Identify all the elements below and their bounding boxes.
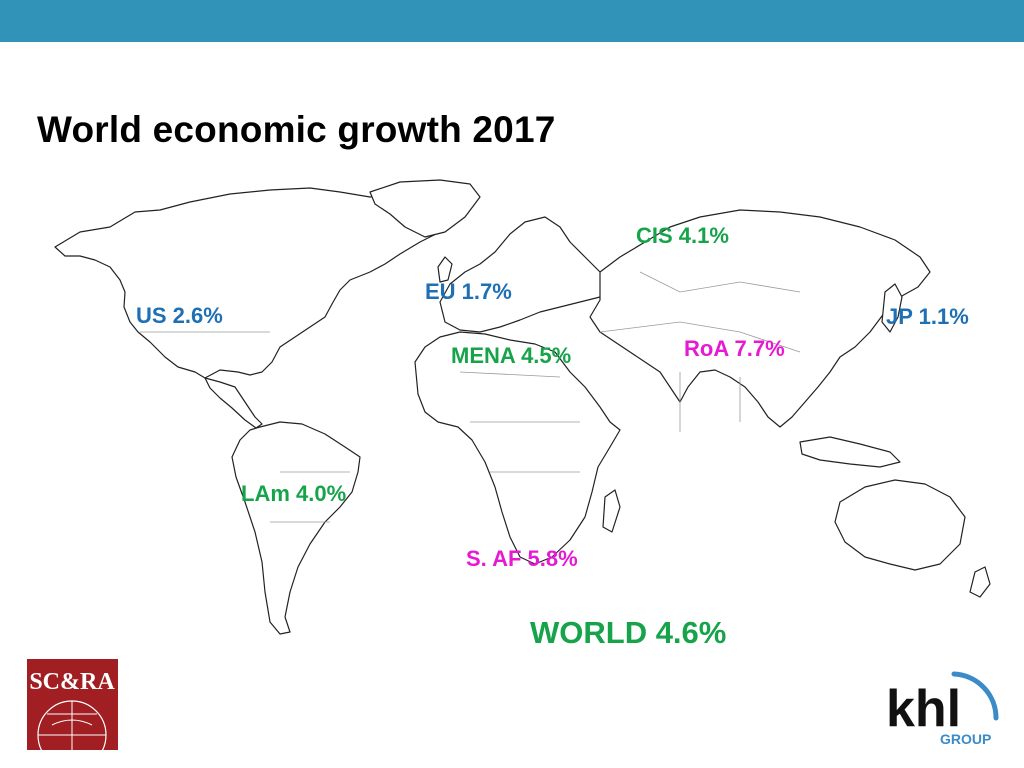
region-label-us: US 2.6%: [136, 303, 223, 328]
continent-africa: [414, 331, 621, 565]
new-zealand: [969, 566, 991, 598]
uk: [437, 256, 453, 283]
japan: [881, 283, 903, 333]
region-label-roa: RoA 7.7%: [684, 336, 785, 361]
region-label-lam: LAm 4.0%: [241, 481, 347, 506]
region-label-jp: JP 1.1%: [886, 304, 969, 329]
world-growth-label: WORLD 4.6%: [530, 615, 727, 650]
continent-asia: [589, 209, 931, 428]
continent-australia: [834, 479, 966, 571]
khl-group-logo: khl GROUP: [886, 671, 999, 747]
world-map: [54, 179, 991, 635]
scra-logo: SC&RA: [27, 659, 118, 750]
slide-title: World economic growth 2017: [37, 109, 556, 150]
khl-logo-subtext: GROUP: [940, 731, 991, 747]
continent-north-america: [54, 187, 451, 379]
central-america: [204, 377, 263, 429]
greenland: [369, 179, 481, 238]
region-label-eu: EU 1.7%: [425, 279, 512, 304]
region-label-saf: S. AF 5.8%: [466, 546, 578, 571]
continent-south-america: [231, 421, 361, 635]
header-bar: [0, 0, 1024, 42]
madagascar: [602, 489, 621, 533]
region-label-mena: MENA 4.5%: [451, 343, 572, 368]
scra-logo-text: SC&RA: [29, 669, 115, 695]
khl-logo-text: khl: [886, 680, 961, 738]
region-label-cis: CIS 4.1%: [636, 223, 729, 248]
southeast-asia-islands: [799, 436, 901, 468]
continent-europe: [439, 216, 611, 333]
